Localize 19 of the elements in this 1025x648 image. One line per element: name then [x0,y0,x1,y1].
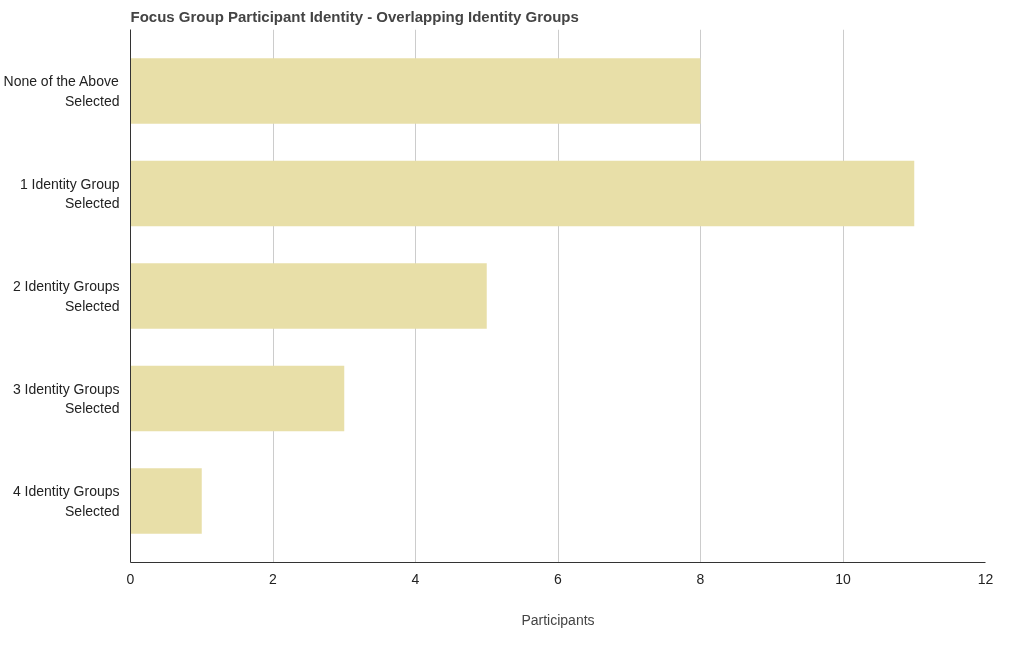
y-tick-label: 2 Identity Groups Selected [12,278,120,314]
y-tick-label: None of the Above Selected [3,73,120,109]
bar [130,468,202,534]
bar [130,365,345,432]
x-tick-label: 2 [269,570,278,587]
x-tick-label: 4 [411,570,420,587]
x-tick-label: 0 [126,570,135,587]
y-tick-label: 3 Identity Groups Selected [12,380,120,417]
x-tick-label: 12 [977,570,994,587]
bar [130,160,915,227]
chart-title: Focus Group Participant Identity - Overlapping Identity Groups [130,7,579,25]
x-axis-title: Participants [521,611,595,628]
bar [130,58,701,124]
y-tick-label: 1 Identity Group Selected [19,175,120,212]
x-tick-label: 10 [835,570,851,587]
x-tick-label: 6 [554,570,563,587]
y-tick-label: 4 Identity Groups Selected [12,483,120,519]
bar [130,263,487,329]
x-tick-label: 8 [696,570,705,587]
